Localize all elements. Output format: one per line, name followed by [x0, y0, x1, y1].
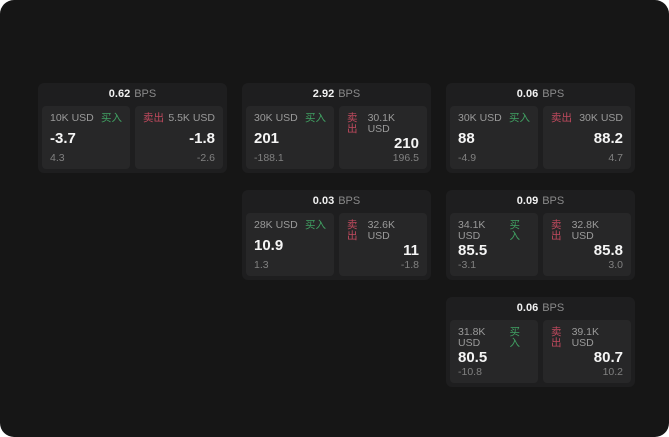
- quote-card-3: 0.06 BPS 30K USD 买入 88 -4.9 卖出 30K USD: [446, 83, 635, 173]
- quote-panels: 30K USD 买入 88 -4.9 卖出 30K USD 88.2 4.7: [446, 106, 635, 173]
- buy-notional: 30K USD: [458, 112, 502, 124]
- spread-unit-label: BPS: [338, 88, 361, 100]
- buy-price: 80.5: [458, 348, 488, 366]
- sell-notional: 32.6K USD: [367, 219, 396, 242]
- sell-delta: -2.6: [196, 151, 215, 164]
- sell-delta: -1.8: [400, 258, 419, 271]
- spread-value: 0.03: [312, 195, 335, 207]
- sell-notional: 30K USD: [579, 112, 623, 124]
- buy-quote-panel[interactable]: 30K USD 买入 88 -4.9: [450, 106, 538, 169]
- spread-header: 2.92 BPS: [242, 83, 431, 106]
- spread-unit-label: BPS: [542, 302, 565, 314]
- sell-price: -1.8: [189, 129, 215, 147]
- spread-unit-label: BPS: [134, 88, 157, 100]
- spread-value: 2.92: [312, 88, 335, 100]
- sell-side-label: 卖出: [347, 112, 358, 135]
- sell-quote-panel[interactable]: 卖出 32.6K USD 11 -1.8: [339, 213, 427, 276]
- spread-value: 0.06: [516, 88, 539, 100]
- buy-price: -3.7: [50, 129, 76, 147]
- spread-unit-label: BPS: [542, 195, 565, 207]
- buy-delta: 1.3: [254, 258, 269, 271]
- spread-value: 0.62: [108, 88, 131, 100]
- sell-side-label: 卖出: [551, 112, 572, 124]
- spread-value: 0.09: [516, 195, 539, 207]
- buy-delta: -3.1: [458, 258, 477, 271]
- sell-quote-panel[interactable]: 卖出 5.5K USD -1.8 -2.6: [135, 106, 223, 169]
- quote-panels: 10K USD 买入 -3.7 4.3 卖出 5.5K USD -1.8 -2.…: [38, 106, 227, 173]
- buy-quote-panel[interactable]: 28K USD 买入 10.9 1.3: [246, 213, 334, 276]
- quote-panels: 31.8K USD 买入 80.5 -10.8 卖出 39.1K USD 80.…: [446, 320, 635, 387]
- sell-quote-panel[interactable]: 卖出 32.8K USD 85.8 3.0: [543, 213, 631, 276]
- sell-side-label: 卖出: [347, 219, 358, 242]
- quote-card-grid: 0.62 BPS 10K USD 买入 -3.7 4.3 卖出 5.5K USD: [38, 83, 635, 387]
- quote-panels: 30K USD 买入 201 -188.1 卖出 30.1K USD 210 1…: [242, 106, 431, 173]
- sell-delta: 4.7: [608, 151, 623, 164]
- sell-side-label: 卖出: [551, 219, 562, 242]
- sell-delta: 10.2: [602, 365, 623, 378]
- quote-card-4: 0.03 BPS 28K USD 买入 10.9 1.3 卖出 32.6K US…: [242, 190, 431, 280]
- quote-card-5: 0.09 BPS 34.1K USD 买入 85.5 -3.1 卖出 32.8K…: [446, 190, 635, 280]
- buy-notional: 10K USD: [50, 112, 94, 124]
- buy-price: 85.5: [458, 241, 488, 259]
- buy-notional: 30K USD: [254, 112, 298, 124]
- buy-notional: 31.8K USD: [458, 326, 486, 349]
- buy-quote-panel[interactable]: 31.8K USD 买入 80.5 -10.8: [450, 320, 538, 383]
- sell-price: 210: [393, 134, 419, 152]
- spread-header: 0.03 BPS: [242, 190, 431, 213]
- spread-header: 0.09 BPS: [446, 190, 635, 213]
- buy-delta: -10.8: [458, 365, 482, 378]
- sell-quote-panel[interactable]: 卖出 30K USD 88.2 4.7: [543, 106, 631, 169]
- sell-notional: 32.8K USD: [571, 219, 600, 242]
- sell-price: 80.7: [593, 348, 623, 366]
- sell-quote-panel[interactable]: 卖出 39.1K USD 80.7 10.2: [543, 320, 631, 383]
- sell-quote-panel[interactable]: 卖出 30.1K USD 210 196.5: [339, 106, 427, 169]
- buy-notional: 28K USD: [254, 219, 298, 231]
- spread-header: 0.06 BPS: [446, 83, 635, 106]
- buy-side-label: 买入: [305, 219, 326, 231]
- buy-quote-panel[interactable]: 30K USD 买入 201 -188.1: [246, 106, 334, 169]
- sell-price: 85.8: [593, 241, 623, 259]
- buy-side-label: 买入: [509, 219, 520, 242]
- buy-quote-panel[interactable]: 10K USD 买入 -3.7 4.3: [42, 106, 130, 169]
- quote-card-2: 2.92 BPS 30K USD 买入 201 -188.1 卖出 30.1K …: [242, 83, 431, 173]
- spread-value: 0.06: [516, 302, 539, 314]
- buy-side-label: 买入: [305, 112, 326, 124]
- sell-price: 11: [403, 241, 419, 259]
- quote-panels: 28K USD 买入 10.9 1.3 卖出 32.6K USD 11 -1.8: [242, 213, 431, 280]
- sell-notional: 30.1K USD: [367, 112, 396, 135]
- spread-unit-label: BPS: [338, 195, 361, 207]
- buy-price: 88: [458, 129, 475, 147]
- buy-notional: 34.1K USD: [458, 219, 486, 242]
- sell-delta: 3.0: [608, 258, 623, 271]
- buy-side-label: 买入: [101, 112, 122, 124]
- buy-price: 10.9: [254, 236, 284, 254]
- sell-side-label: 卖出: [551, 326, 562, 349]
- quote-panels: 34.1K USD 买入 85.5 -3.1 卖出 32.8K USD 85.8…: [446, 213, 635, 280]
- buy-side-label: 买入: [509, 112, 530, 124]
- sell-notional: 39.1K USD: [571, 326, 600, 349]
- quote-card-6: 0.06 BPS 31.8K USD 买入 80.5 -10.8 卖出 39.1…: [446, 297, 635, 387]
- sell-delta: 196.5: [392, 151, 419, 164]
- quote-card-1: 0.62 BPS 10K USD 买入 -3.7 4.3 卖出 5.5K USD: [38, 83, 227, 173]
- sell-side-label: 卖出: [143, 112, 164, 124]
- buy-delta: -4.9: [458, 151, 477, 164]
- sell-price: 88.2: [593, 129, 623, 147]
- spread-unit-label: BPS: [542, 88, 565, 100]
- buy-price: 201: [254, 129, 280, 147]
- spread-header: 0.06 BPS: [446, 297, 635, 320]
- buy-quote-panel[interactable]: 34.1K USD 买入 85.5 -3.1: [450, 213, 538, 276]
- buy-delta: -188.1: [254, 151, 284, 164]
- buy-side-label: 买入: [509, 326, 520, 349]
- buy-delta: 4.3: [50, 151, 65, 164]
- spread-header: 0.62 BPS: [38, 83, 227, 106]
- sell-notional: 5.5K USD: [168, 112, 215, 124]
